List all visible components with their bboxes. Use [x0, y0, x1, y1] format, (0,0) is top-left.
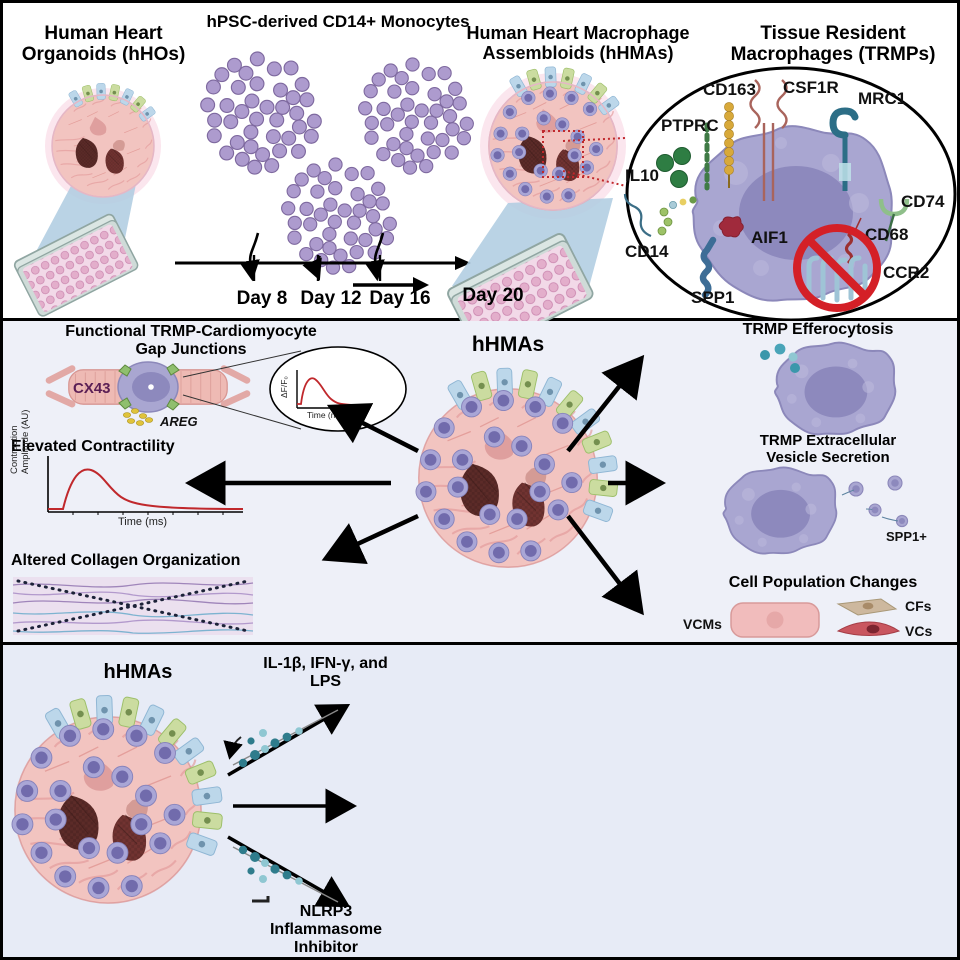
svg-text:CSF1R: CSF1R: [783, 78, 839, 97]
svg-text:SPP1+: SPP1+: [886, 529, 927, 544]
svg-text:CD14: CD14: [625, 242, 669, 261]
svg-text:CCR2: CCR2: [883, 263, 929, 282]
svg-text:MRC1: MRC1: [858, 89, 906, 108]
svg-text:IL10: IL10: [625, 166, 659, 185]
svg-text:CD163: CD163: [703, 80, 756, 99]
svg-text:CFs: CFs: [905, 598, 932, 614]
svg-text:SPP1: SPP1: [691, 288, 734, 307]
svg-text:VCs: VCs: [905, 623, 932, 639]
svg-text:CD74: CD74: [901, 192, 945, 211]
svg-text:AIF1: AIF1: [751, 228, 788, 247]
svg-text:PTPRC: PTPRC: [661, 116, 719, 135]
svg-text:VCMs: VCMs: [683, 616, 722, 632]
